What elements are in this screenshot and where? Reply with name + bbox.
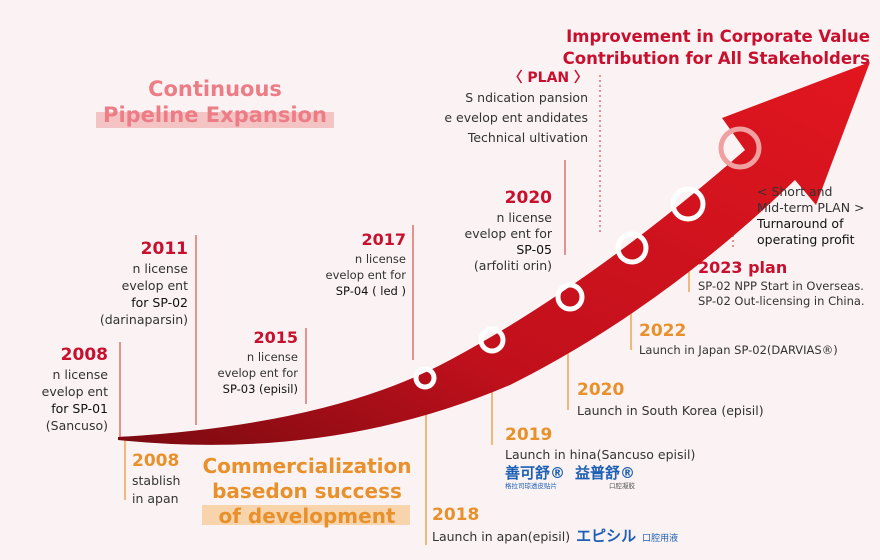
midterm-line1: < Short and [757, 184, 833, 199]
plan-line3: Technical ultivation [467, 130, 588, 145]
pipeline-highlight [96, 112, 334, 128]
year-label: 2017 [361, 230, 406, 249]
pipeline-heading-line2: Pipeline Expansion [103, 103, 327, 127]
milestone-text: evelop ent for [217, 366, 298, 380]
milestone-down-2018: 2018 Launch in apan(episil) エピシル 口腔用液 [432, 504, 678, 549]
year-label: 2015 [253, 328, 298, 347]
milestone-up-2020: 2020 n license evelop ent for SP-05 (arf… [465, 186, 552, 274]
milestone-circle-2019 [478, 326, 506, 354]
milestone-text: stablish [132, 473, 181, 488]
milestone-text: for SP-01 [51, 401, 108, 416]
year-label: 2008 [132, 451, 180, 471]
header-title-line1: Improvement in Corporate Value [566, 27, 870, 46]
milestone-text: (arfoliti orin) [473, 258, 552, 273]
milestone-text: n license [496, 210, 552, 225]
midterm-line2: Mid-term PLAN > [757, 200, 865, 215]
plan-line2: e evelop ent andidates [444, 110, 588, 125]
year-label: 2018 [432, 505, 480, 525]
year-label: 2022 [639, 321, 687, 341]
plan-line1: S ndication pansion [465, 90, 588, 105]
milestone-down-2019: 2019 Launch in hina(Sancuso episil) 善可舒®… [505, 424, 695, 491]
commercialization-heading: Commercialization basedon success of dev… [192, 454, 422, 529]
milestone-up-2015: 2015 n license evelop ent for SP-03 (epi… [218, 327, 298, 397]
milestone-text: Launch in hina(Sancuso episil) [505, 447, 696, 462]
year-label: 2020 [504, 188, 552, 208]
milestone-circle-2022 [615, 231, 649, 265]
milestone-down-2008: 2008 stablish in apan [132, 450, 180, 508]
sancuso-china-sub: 格拉司琼透皮贴片 [505, 482, 557, 490]
header-title-line2: Contribution for All Stakeholders [562, 49, 870, 68]
milestone-down-2020: 2020 Launch in South Korea (episil) [577, 378, 764, 420]
pipeline-heading: Continuous Pipeline Expansion [96, 76, 334, 128]
commercialization-line1: Commercialization [202, 454, 412, 478]
episil-brand-sub: 口腔用液 [642, 534, 679, 544]
milestone-text: SP-03 (episil) [222, 382, 298, 396]
header-title: Improvement in Corporate Value Contribut… [560, 26, 870, 70]
milestone-text: SP-02 Out-licensing in China. [698, 294, 865, 308]
plan-block: 〈 PLAN 〉 S ndication pansion e evelop en… [380, 68, 588, 148]
milestone-text: evelop ent [121, 278, 188, 293]
milestone-text: SP-04 ( led ) [335, 284, 406, 298]
year-label: 2008 [60, 345, 108, 365]
milestone-up-2017: 2017 n license evelop ent for SP-04 ( le… [326, 229, 406, 299]
milestone-text: n license [354, 252, 406, 266]
commercialization-highlight [202, 505, 410, 525]
milestone-down-2022: 2022 Launch in Japan SP-02(DARVIAS®) [639, 320, 838, 358]
milestone-text: (darinaparsin) [99, 312, 188, 327]
pipeline-heading-line1: Continuous [148, 77, 282, 101]
commercialization-line3: of development [218, 504, 396, 528]
commercialization-line2: basedon success [212, 479, 402, 503]
year-label: 2023 plan [698, 258, 788, 277]
milestone-text: SP-05 [516, 242, 552, 257]
midterm-line3: Turnaround of [757, 216, 844, 231]
episil-china-brand: 益普舒® 口腔凝胶 [575, 465, 635, 491]
milestone-text: for SP-02 [131, 295, 188, 310]
milestone-text: (Sancuso) [45, 418, 108, 433]
year-label: 2011 [140, 239, 188, 259]
milestone-up-2008: 2008 n license evelop ent for SP-01 (San… [42, 344, 108, 434]
milestone-circle-2018 [413, 366, 437, 390]
milestone-text: n license [132, 261, 188, 276]
milestone-text: SP-02 NPP Start in Overseas. [698, 279, 864, 293]
milestone-text: in apan [132, 491, 179, 506]
milestone-text: evelop ent [41, 384, 108, 399]
episil-china-logo: 益普舒® [575, 464, 636, 482]
milestone-up-2011: 2011 n license evelop ent for SP-02 (dar… [100, 238, 188, 328]
year-label: 2019 [505, 425, 553, 445]
milestone-text: evelop ent for [325, 268, 406, 282]
milestone-down-2023: 2023 plan SP-02 NPP Start in Overseas. S… [698, 257, 865, 309]
midterm-block: < Short and Mid-term PLAN > Turnaround o… [757, 184, 865, 248]
milestone-circle-plan [718, 126, 762, 170]
milestone-circle-2020 [555, 282, 585, 312]
plan-label: 〈 PLAN 〉 [508, 70, 588, 86]
year-label: 2020 [577, 380, 625, 400]
growth-arrow [118, 62, 870, 445]
milestone-circle-2023 [670, 186, 706, 222]
milestone-text: evelop ent for [464, 226, 552, 241]
milestone-text: Launch in Japan SP-02(DARVIAS®) [639, 343, 838, 357]
milestone-text: Launch in South Korea (episil) [577, 403, 764, 418]
sancuso-china-brand: 善可舒® 格拉司琼透皮贴片 [505, 465, 565, 491]
episil-brand-logo: エピシル [576, 527, 637, 545]
milestone-text: Launch in apan(episil) [432, 529, 571, 544]
episil-china-sub: 口腔凝胶 [609, 482, 636, 490]
milestone-text: n license [52, 367, 108, 382]
milestone-text: n license [246, 350, 298, 364]
midterm-line4: operating profit [757, 232, 855, 247]
sancuso-china-logo: 善可舒® [505, 464, 566, 482]
